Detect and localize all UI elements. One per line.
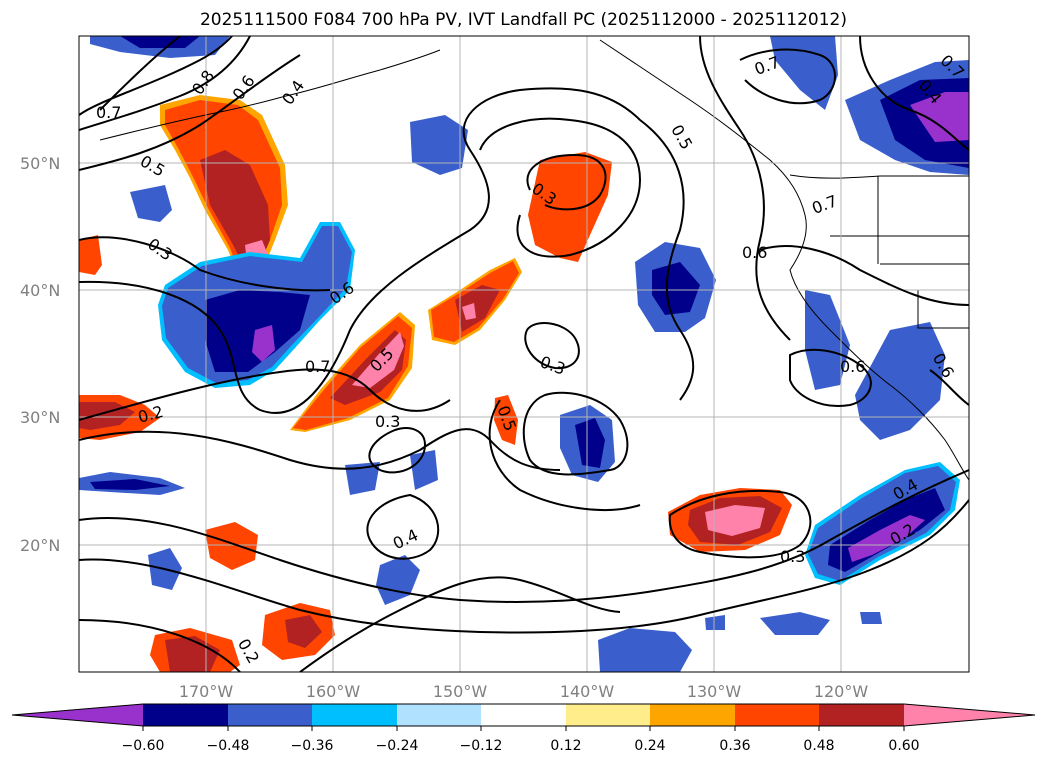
colorbar-segment bbox=[650, 704, 735, 726]
longitude-labels: 170°W 160°W 150°W 140°W 130°W 120°W bbox=[179, 682, 869, 701]
colorbar-tick: −0.60 bbox=[122, 738, 165, 754]
lon-label-140w: 140°W bbox=[560, 682, 615, 701]
contour-label: 0.5 bbox=[667, 121, 696, 153]
contour-label: 0.3 bbox=[538, 352, 568, 379]
contour-label: 0.5 bbox=[137, 151, 169, 180]
contour-label: 0.4 bbox=[278, 77, 308, 109]
lon-label-130w: 130°W bbox=[687, 682, 742, 701]
colorbar-tick: 0.48 bbox=[803, 738, 834, 754]
contour-lines bbox=[79, 36, 969, 672]
contour-label: 0.6 bbox=[229, 72, 259, 104]
contour-label: 0.3 bbox=[375, 412, 400, 431]
colorbar-tick: 0.36 bbox=[719, 738, 750, 754]
pv-shading bbox=[79, 36, 969, 672]
colorbar-segment bbox=[312, 704, 397, 726]
colorbar-tick: −0.48 bbox=[207, 738, 250, 754]
lon-label-160w: 160°W bbox=[306, 682, 361, 701]
colorbar-tick: −0.12 bbox=[460, 738, 503, 754]
contour-label: 0.3 bbox=[780, 547, 805, 566]
coastlines bbox=[99, 39, 969, 481]
lat-label-30n: 30°N bbox=[20, 408, 60, 427]
colorbar-segment bbox=[143, 704, 228, 726]
colorbar-tick: −0.36 bbox=[291, 738, 334, 754]
lon-label-170w: 170°W bbox=[179, 682, 234, 701]
contour-label: 0.8 bbox=[188, 67, 218, 99]
colorbar: −0.60 −0.48 −0.36 −0.24 −0.12 0.12 0.24 … bbox=[11, 703, 1036, 754]
colorbar-segment bbox=[397, 704, 481, 726]
lat-label-50n: 50°N bbox=[20, 154, 60, 173]
colorbar-segment bbox=[566, 704, 650, 726]
colorbar-tick: 0.12 bbox=[550, 738, 581, 754]
contour-label: 0.7 bbox=[305, 357, 330, 376]
lat-label-20n: 20°N bbox=[20, 536, 60, 555]
colorbar-extend-low bbox=[12, 704, 143, 726]
colorbar-segment bbox=[228, 704, 312, 726]
lon-label-150w: 150°W bbox=[433, 682, 488, 701]
contour-label: 0.3 bbox=[144, 234, 176, 264]
contour-label: 0.7 bbox=[809, 191, 839, 218]
contour-label: 0.4 bbox=[390, 525, 421, 553]
colorbar-segment bbox=[481, 704, 566, 726]
map-frame bbox=[78, 35, 970, 673]
colorbar-tick: −0.24 bbox=[376, 738, 419, 754]
contour-label: 0.6 bbox=[742, 243, 767, 262]
colorbar-tick: 0.24 bbox=[634, 738, 665, 754]
colorbar-segment bbox=[735, 704, 819, 726]
map-title: 2025111500 F084 700 hPa PV, IVT Landfall… bbox=[199, 10, 847, 30]
colorbar-segment bbox=[819, 704, 904, 726]
latitude-labels: 50°N 40°N 30°N 20°N bbox=[20, 154, 60, 555]
colorbar-tick: 0.60 bbox=[888, 738, 919, 754]
contour-label: 0.7 bbox=[96, 103, 121, 122]
contour-label: 0.6 bbox=[840, 357, 865, 376]
lat-label-40n: 40°N bbox=[20, 281, 60, 300]
lon-label-120w: 120°W bbox=[814, 682, 869, 701]
colorbar-extend-high bbox=[904, 704, 1035, 726]
